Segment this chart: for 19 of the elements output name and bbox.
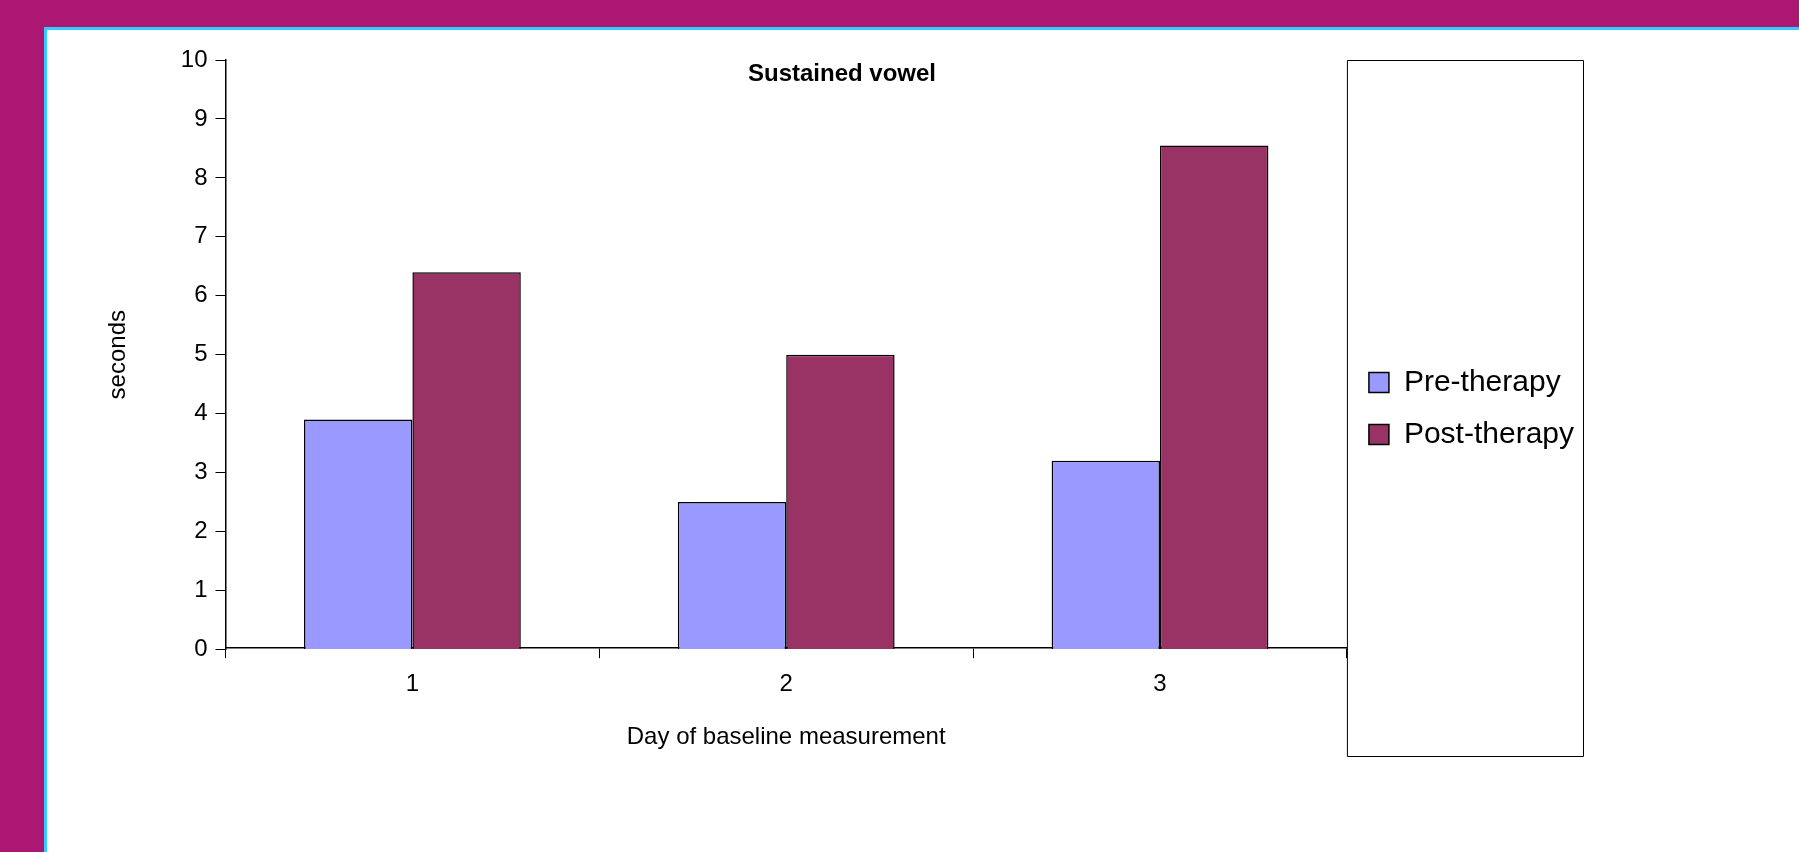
y-tick-label: 8 xyxy=(194,162,208,190)
x-tick-label: 2 xyxy=(779,669,793,697)
y-tick-label: 7 xyxy=(194,221,208,249)
y-tick-label: 2 xyxy=(194,516,208,544)
y-tick-label: 6 xyxy=(194,280,208,308)
y-tick-label: 10 xyxy=(180,44,208,72)
y-tick-label: 0 xyxy=(194,634,208,662)
chart-title: Sustained vowel xyxy=(747,59,937,87)
legend-label: Pre-therapy xyxy=(1403,363,1561,397)
y-tick-label: 5 xyxy=(194,339,208,367)
legend-label: Post-therapy xyxy=(1403,415,1575,449)
y-tick-label: 4 xyxy=(194,398,208,426)
y-tick-label: 9 xyxy=(194,103,208,131)
x-axis-title: Day of baseline measurement xyxy=(626,722,946,750)
x-tick-label: 3 xyxy=(1153,669,1167,697)
y-axis-title: seconds xyxy=(103,310,131,400)
x-tick-label: 1 xyxy=(405,669,420,697)
y-tick-label: 1 xyxy=(194,575,208,603)
y-tick-label: 3 xyxy=(194,457,208,485)
